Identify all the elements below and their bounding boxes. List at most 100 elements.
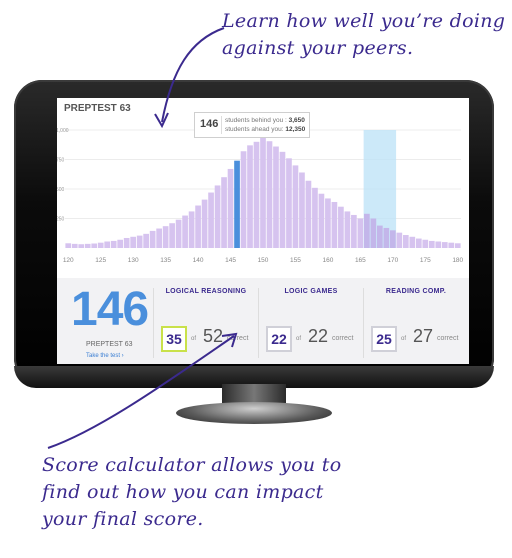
histogram-bar [208,192,214,248]
section-reading-comp: READING COMP. 25 of 27 correct [363,278,469,364]
histogram-bar [409,236,416,248]
histogram-bar [383,227,390,248]
histogram-bar [266,141,273,248]
histogram-bar [84,243,91,248]
of-label: of [191,336,197,342]
correct-answers-input[interactable]: 22 [266,326,292,352]
histogram-bar [389,230,396,248]
histogram-bar [312,187,318,248]
histogram-bar [396,232,403,248]
histogram-bar [214,185,221,248]
section-title: READING COMP. [385,288,447,295]
histogram-bar [201,199,208,248]
students-ahead-value: 12,350 [285,126,306,133]
score-test-label: PREPTEST 63 [86,341,133,348]
section-divider [258,288,259,358]
x-tick-label: 160 [322,257,333,264]
y-tick-label: 250 [57,217,65,223]
x-tick-label: 150 [258,257,269,264]
take-test-link[interactable]: Take the test › [86,353,124,359]
histogram-bar [286,158,292,248]
students-behind-line: students behind you : 3,650 [225,117,305,124]
histogram-bar [175,219,182,248]
histogram-bar [97,242,104,248]
histogram-bar [422,239,429,248]
histogram-bar [188,211,195,248]
x-tick-label: 130 [128,257,139,264]
histogram-bar [104,241,111,248]
histogram-bar [247,145,253,248]
x-tick-label: 140 [193,257,204,264]
total-questions: 52 [203,326,224,346]
histogram-bar [435,241,442,248]
percentile-tooltip: 146 students behind you : 3,650 students… [194,112,310,138]
histogram-bar [292,165,299,248]
histogram-bar [253,141,260,248]
x-tick-label: 145 [225,257,236,264]
histogram-bar [195,205,201,248]
histogram-bar [351,214,357,248]
total-score: 146 [71,283,149,336]
histogram-bar [136,235,143,248]
histogram-bar [402,235,409,248]
histogram-bar [318,193,325,248]
correct-label: correct [437,335,459,342]
tooltip-divider [221,116,222,134]
histogram-bar [377,225,383,248]
x-tick-label: 170 [387,257,398,264]
section-logical-reasoning: LOGICAL REASONING 35 of 52 correct [153,278,259,364]
section-logic-games: LOGIC GAMES 22 of 22 correct [258,278,364,364]
histogram-bar [91,243,98,248]
correct-answers-input[interactable]: 35 [161,326,187,352]
y-tick-label: 750 [57,158,65,164]
histogram-bar [169,223,175,248]
histogram-bar [273,146,279,248]
histogram-bar [441,242,448,248]
section-title: LOGIC GAMES [284,288,338,295]
x-tick-label: 125 [95,257,106,264]
histogram-bar [110,240,117,248]
histogram-bar [130,236,137,248]
histogram-bar [182,215,188,248]
histogram-bar [260,137,266,248]
histogram-bar [279,151,286,248]
monitor-stand-base [176,402,332,424]
histogram-bar [234,160,240,248]
histogram-bar [344,211,351,248]
histogram-bar [448,242,455,248]
correct-label: correct [227,335,249,342]
section-divider [363,288,364,358]
histogram-bar [454,243,461,248]
correct-answers-input[interactable]: 25 [371,326,397,352]
histogram-bar [65,243,72,248]
students-behind-label: students behind you : [225,117,287,124]
of-label: of [401,336,407,342]
histogram-bar [331,201,338,248]
histogram-bar [325,198,331,248]
x-tick-label: 175 [420,257,431,264]
histogram-bar [156,228,162,248]
histogram-bar [357,218,364,248]
histogram-bar [162,226,169,248]
histogram-bar [227,168,234,248]
histogram-bar [364,213,370,248]
students-behind-value: 3,650 [288,117,305,124]
correct-label: correct [332,335,354,342]
score-distribution-chart: 1,000 750 500 250 120 125 130 135 140 145 150 155 16… [57,128,464,264]
x-tick-label: 180 [452,257,463,264]
y-tick-label: 1,000 [57,128,69,134]
callout-peers: Learn how well you’re doing against your… [222,10,506,59]
histogram-bar [240,151,247,248]
section-title: LOGICAL REASONING [165,288,247,295]
x-tick-label: 155 [290,257,301,264]
section-divider [153,288,154,358]
callout-score-calculator: Score calculator allows you to find out … [42,454,342,530]
of-label: of [296,336,302,342]
score-calculator: 146 PREPTEST 63 Take the test › LOGICAL … [57,278,469,364]
students-ahead-label: students ahead you: [225,126,284,133]
screen: 1,000 750 500 250 120 125 130 135 140 145 150 155 16… [57,98,469,364]
students-ahead-line: students ahead you: 12,350 [225,126,305,133]
histogram-bar [149,230,156,248]
histogram-bar [143,233,149,248]
histogram-bar [415,238,422,248]
